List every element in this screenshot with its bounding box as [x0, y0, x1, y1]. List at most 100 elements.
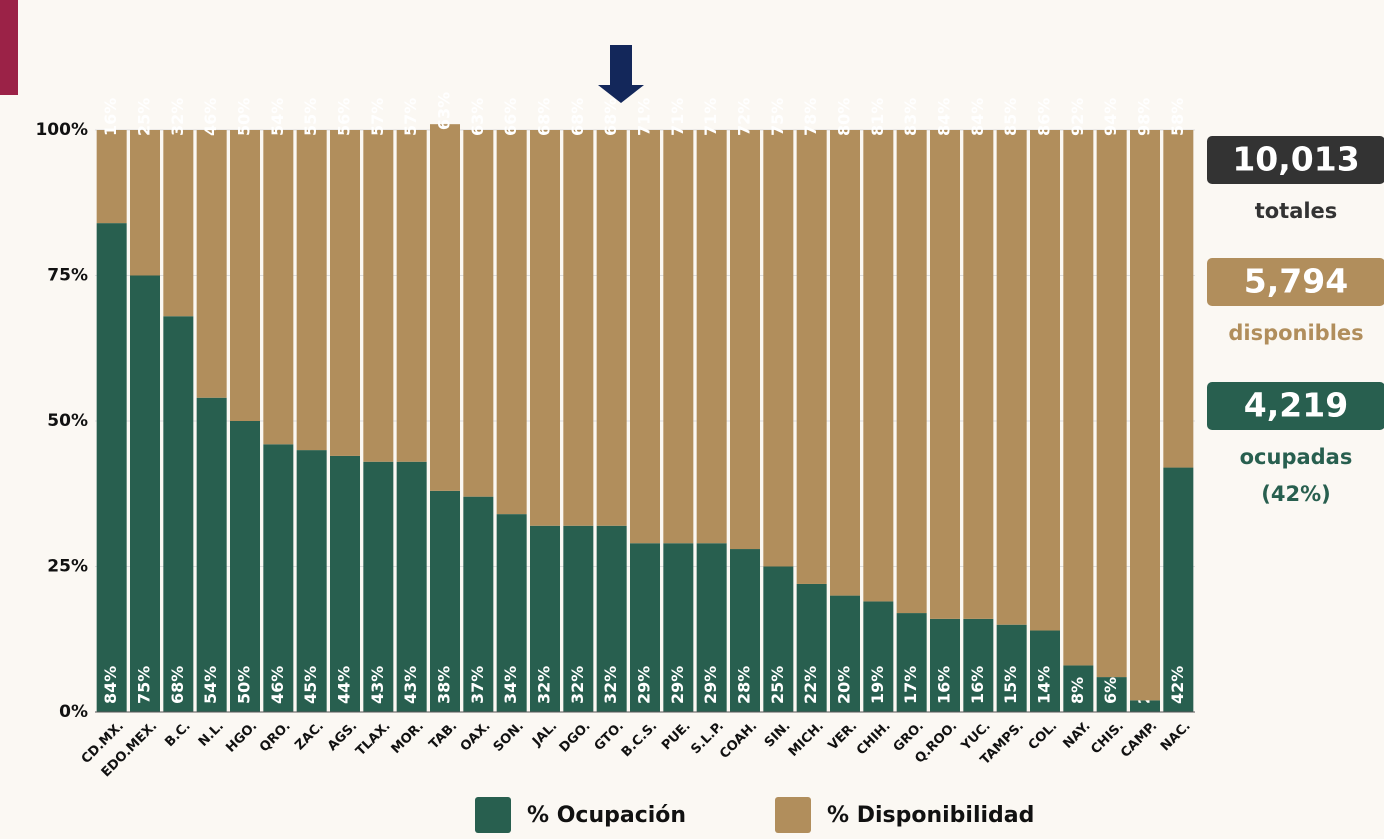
value-label: 16%: [935, 666, 954, 704]
bar-segment: [263, 130, 293, 444]
value-label: 54%: [201, 666, 220, 704]
bar-segment: [430, 124, 460, 491]
value-label: 43%: [368, 666, 387, 704]
value-label: 25%: [135, 98, 154, 136]
value-label: 68%: [168, 666, 187, 704]
value-label: 15%: [1001, 666, 1020, 704]
y-tick-label: 75%: [47, 266, 88, 286]
y-tick-label: 100%: [35, 120, 88, 140]
bar-segment: [197, 398, 227, 712]
value-label: 32%: [568, 666, 587, 704]
summary-number: 10,013: [1232, 140, 1359, 179]
summary-label: (42%): [1261, 482, 1330, 506]
bar-segment: [97, 130, 127, 223]
value-label: 71%: [635, 98, 654, 136]
bar-segment: [363, 130, 393, 462]
value-label: 75%: [768, 98, 787, 136]
value-label: 43%: [401, 666, 420, 704]
legend-label: % Disponibilidad: [827, 803, 1034, 828]
summary-number: 4,219: [1244, 386, 1348, 425]
value-label: 29%: [635, 666, 654, 704]
bar-segment: [763, 130, 793, 567]
y-tick-label: 25%: [47, 557, 88, 577]
value-label: 46%: [201, 98, 220, 136]
bar-segment: [330, 130, 360, 456]
bar-segment: [930, 130, 960, 619]
value-label: 22%: [801, 666, 820, 704]
value-label: 57%: [401, 98, 420, 136]
value-label: 32%: [535, 666, 554, 704]
bar-segment: [163, 130, 193, 316]
value-label: 63%: [435, 92, 454, 130]
bar-segment: [163, 316, 193, 712]
value-label: 32%: [168, 98, 187, 136]
legend-label: % Ocupación: [527, 803, 686, 828]
value-label: 42%: [1168, 666, 1187, 704]
value-label: 68%: [535, 98, 554, 136]
bar-segment: [463, 130, 493, 497]
value-label: 14%: [1035, 666, 1054, 704]
value-label: 86%: [1035, 98, 1054, 136]
bar-segment: [197, 130, 227, 398]
bar-segment: [997, 130, 1027, 625]
value-label: 68%: [601, 98, 620, 136]
bar-segment: [597, 130, 627, 526]
bar-segment: [130, 130, 160, 276]
bar-segment: [963, 130, 993, 619]
value-label: 20%: [835, 666, 854, 704]
summary-label: disponibles: [1228, 321, 1363, 345]
value-label: 68%: [568, 98, 587, 136]
bar-segment: [230, 130, 260, 421]
bar-segment: [830, 130, 860, 596]
value-label: 81%: [868, 98, 887, 136]
value-label: 16%: [968, 666, 987, 704]
value-label: 55%: [301, 98, 320, 136]
bar-segment: [1097, 130, 1127, 677]
value-label: 37%: [468, 666, 487, 704]
bar-segment: [730, 130, 760, 549]
value-label: 19%: [868, 666, 887, 704]
value-label: 28%: [735, 666, 754, 704]
chart: 0%25%50%75%100%84%16%CD.MX.75%25%EDO.MEX…: [0, 0, 1384, 839]
y-tick-label: 50%: [47, 411, 88, 431]
value-label: 6%: [1101, 677, 1120, 704]
value-label: 16%: [101, 98, 120, 136]
legend-swatch: [475, 797, 511, 833]
value-label: 92%: [1068, 98, 1087, 136]
summary-number: 5,794: [1244, 262, 1348, 301]
bar-segment: [897, 130, 927, 613]
value-label: 78%: [801, 98, 820, 136]
summary-label: totales: [1255, 199, 1338, 223]
bar-segment: [563, 130, 593, 526]
bar-segment: [1063, 130, 1093, 665]
value-label: 84%: [935, 98, 954, 136]
value-label: 46%: [268, 666, 287, 704]
value-label: 63%: [468, 98, 487, 136]
value-label: 34%: [501, 666, 520, 704]
value-label: 50%: [235, 98, 254, 136]
value-label: 58%: [1168, 98, 1187, 136]
value-label: 80%: [835, 98, 854, 136]
bar-segment: [863, 130, 893, 601]
bar-segment: [663, 130, 693, 543]
value-label: 57%: [368, 98, 387, 136]
value-label: 94%: [1101, 98, 1120, 136]
value-label: 38%: [435, 666, 454, 704]
bar-segment: [497, 130, 527, 514]
bar-segment: [1130, 130, 1160, 700]
value-label: 72%: [735, 98, 754, 136]
bar-segment: [1163, 130, 1193, 468]
value-label: 85%: [1001, 98, 1020, 136]
value-label: 32%: [601, 666, 620, 704]
value-label: 56%: [335, 98, 354, 136]
bar-segment: [630, 130, 660, 543]
value-label: 29%: [668, 666, 687, 704]
bar-segment: [797, 130, 827, 584]
value-label: 84%: [968, 98, 987, 136]
value-label: 54%: [268, 98, 287, 136]
bar-segment: [97, 223, 127, 712]
value-label: 8%: [1068, 677, 1087, 704]
bar-segment: [297, 130, 327, 450]
bar-segment: [530, 130, 560, 526]
value-label: 83%: [901, 98, 920, 136]
